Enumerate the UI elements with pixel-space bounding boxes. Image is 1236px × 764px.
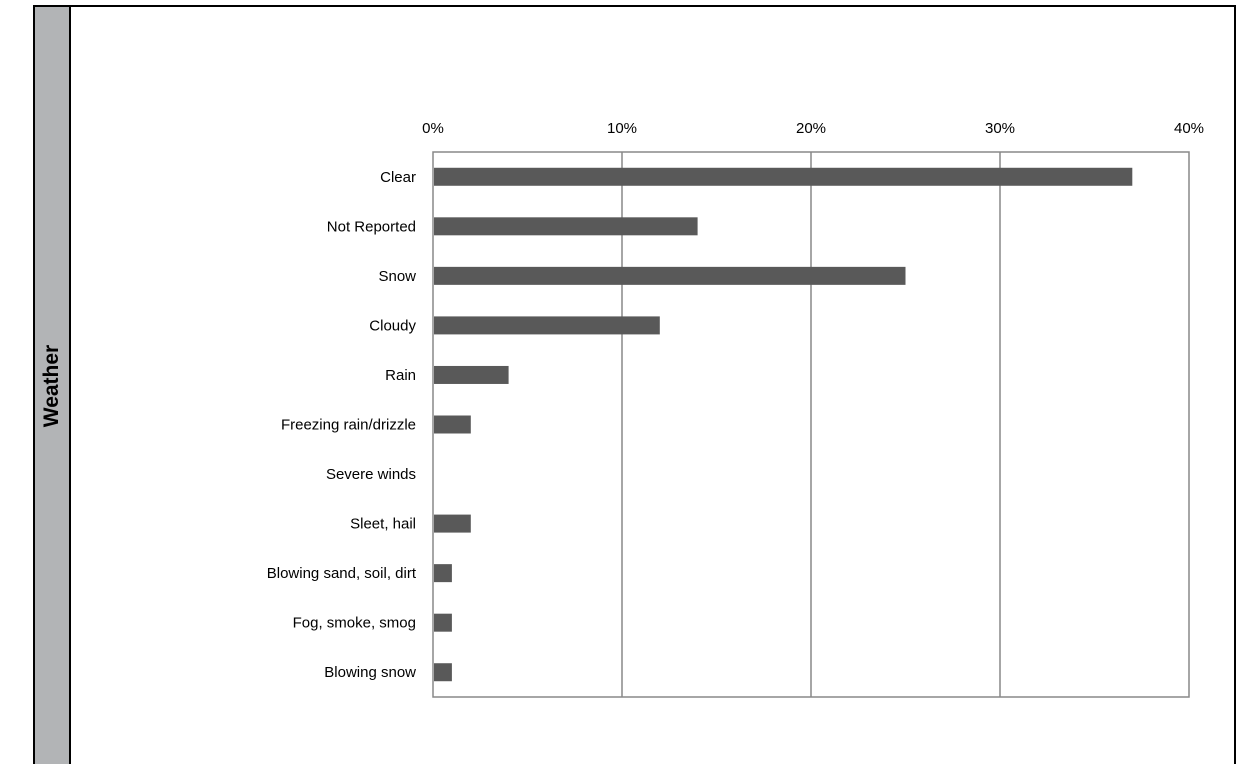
category-label: Severe winds <box>326 466 416 483</box>
bar <box>434 167 1133 186</box>
bar <box>434 613 452 632</box>
x-tick-label: 20% <box>796 120 826 137</box>
bar <box>434 564 452 583</box>
bar <box>434 514 471 533</box>
category-label: Blowing sand, soil, dirt <box>267 565 417 582</box>
category-label: Rain <box>385 367 416 384</box>
category-label: Freezing rain/drizzle <box>281 417 416 434</box>
bar <box>434 316 660 335</box>
x-tick-label: 30% <box>985 120 1015 137</box>
category-label-layer: Clear Not Reported Snow Cloudy Rain Freezing … <box>267 169 417 681</box>
grid-layer <box>432 151 1190 698</box>
category-label: Blowing snow <box>324 664 416 681</box>
tick-label-layer: 0% 10% 20% 30% 40% <box>422 120 1204 137</box>
chart-frame: Weather <box>33 5 1236 764</box>
bar <box>434 266 906 285</box>
bar <box>434 365 509 384</box>
category-label: Clear <box>380 169 416 186</box>
bar <box>434 217 698 236</box>
side-panel: Weather <box>35 7 71 764</box>
bar <box>434 415 471 434</box>
x-tick-label: 0% <box>422 120 444 137</box>
category-label: Cloudy <box>369 317 416 334</box>
category-label: Fog, smoke, smog <box>293 615 416 632</box>
x-tick-label: 10% <box>607 120 637 137</box>
category-label: Not Reported <box>327 218 416 235</box>
category-label: Snow <box>378 268 416 285</box>
bar-layer <box>434 167 1133 682</box>
bar <box>434 663 452 682</box>
category-label: Sleet, hail <box>350 516 416 533</box>
x-tick-label: 40% <box>1174 120 1204 137</box>
